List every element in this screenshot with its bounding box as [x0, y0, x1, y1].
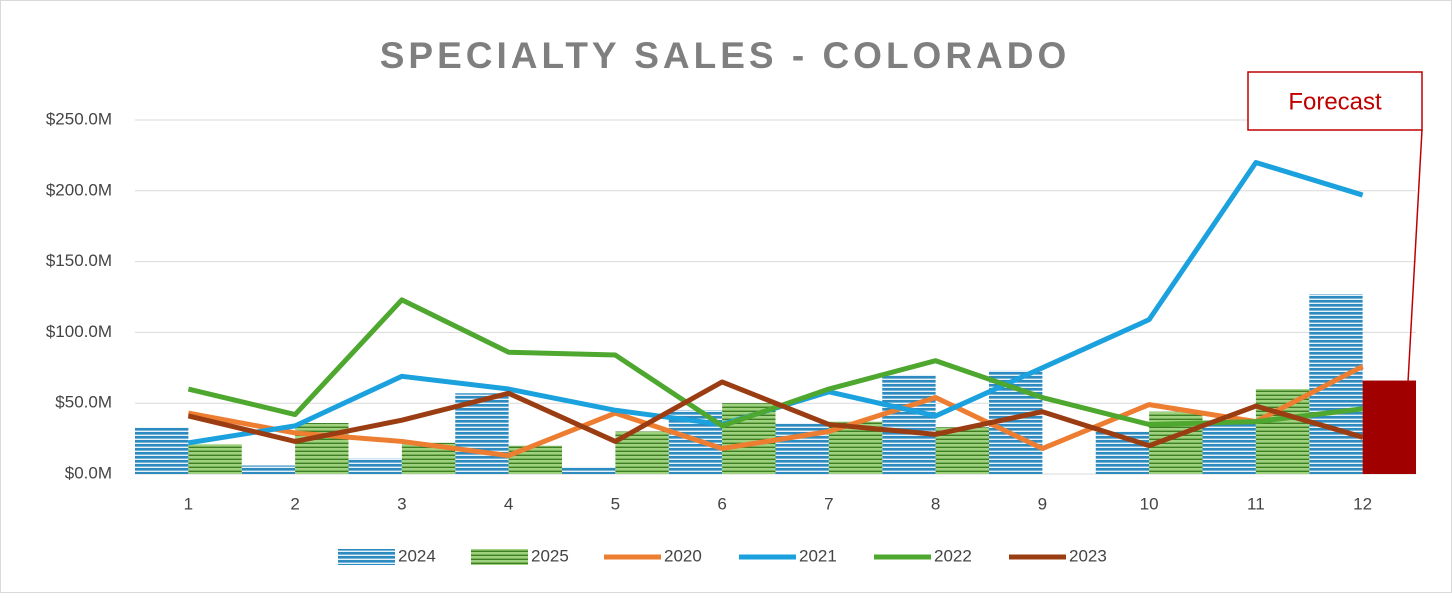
annotation-box — [1247, 71, 1423, 131]
x-tick-label: 6 — [717, 494, 726, 513]
x-tick-label: 7 — [824, 494, 833, 513]
legend-label: 2021 — [799, 546, 837, 565]
line — [187, 364, 1364, 459]
x-tick-label: 8 — [931, 494, 940, 513]
y-tick-label: $250.0M — [46, 109, 112, 128]
y-tick-label: $0.0M — [65, 463, 112, 482]
chart-title: SPECIALTY SALES - COLORADO — [380, 35, 1071, 76]
bar — [348, 458, 402, 474]
y-tick-label: $50.0M — [55, 393, 112, 412]
y-tick-label: $200.0M — [46, 180, 112, 199]
bar — [562, 466, 616, 474]
bar — [935, 427, 989, 474]
legend-label: 2024 — [398, 546, 436, 565]
legend-label: 2023 — [1069, 546, 1107, 565]
bar — [1309, 294, 1363, 474]
y-tick-label: $100.0M — [46, 322, 112, 341]
legend-label: 2025 — [531, 546, 569, 565]
legend-swatch — [471, 549, 528, 565]
x-tick-label: 2 — [290, 494, 299, 513]
bar — [882, 374, 936, 474]
x-tick-label: 10 — [1140, 494, 1159, 513]
legend-label: 2022 — [934, 546, 972, 565]
legend-swatch — [338, 549, 395, 565]
annotation-pointer — [1407, 129, 1423, 383]
x-tick-label: 12 — [1353, 494, 1372, 513]
bar — [241, 465, 296, 474]
bar — [1362, 380, 1416, 474]
x-tick-label: 9 — [1038, 494, 1047, 513]
x-tick-label: 1 — [184, 494, 193, 513]
x-tick-label: 5 — [611, 494, 620, 513]
line — [187, 297, 1363, 429]
bar — [1202, 421, 1256, 474]
legend-label: 2020 — [664, 546, 702, 565]
line — [187, 379, 1364, 449]
x-tick-label: 4 — [504, 494, 513, 513]
annotation-text: Forecast — [1288, 88, 1382, 115]
bar — [135, 427, 189, 474]
bar — [1255, 389, 1310, 474]
x-tick-label: 3 — [397, 494, 406, 513]
x-tick-label: 11 — [1247, 494, 1265, 513]
y-tick-label: $150.0M — [46, 251, 112, 270]
bar — [188, 444, 242, 474]
